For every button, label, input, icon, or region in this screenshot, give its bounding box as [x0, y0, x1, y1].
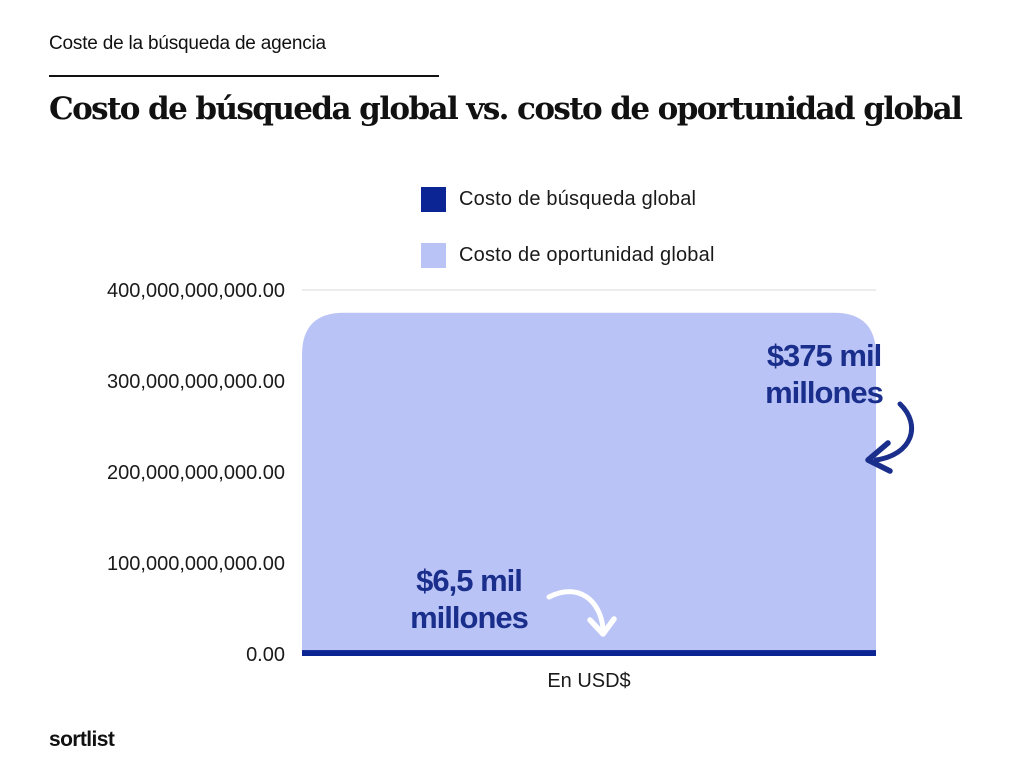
curved-arrow-down-left-icon — [865, 401, 914, 474]
annotation-opportunity-line1: $375 mil — [767, 338, 881, 373]
header-divider — [49, 75, 439, 77]
legend-item-opportunity-cost: Costo de oportunidad global — [421, 242, 715, 268]
legend-item-search-cost: Costo de búsqueda global — [421, 186, 696, 212]
legend-swatch-search-cost — [421, 186, 446, 212]
supertitle: Coste de la búsqueda de agencia — [49, 33, 326, 54]
curved-arrow-down-right-icon — [546, 589, 617, 637]
y-tick-label: 100,000,000,000.00 — [107, 553, 285, 575]
y-tick-label: 200,000,000,000.00 — [107, 462, 285, 484]
brand-logo: sortlist — [49, 728, 115, 751]
annotation-search-cost: $6,5 mil millones — [410, 563, 617, 637]
annotation-search-line1: $6,5 mil — [416, 563, 522, 598]
legend-label-opportunity-cost: Costo de oportunidad global — [459, 243, 715, 266]
annotation-search-line2: millones — [410, 600, 528, 635]
y-tick-label: 0.00 — [246, 644, 285, 666]
legend-label-search-cost: Costo de búsqueda global — [459, 187, 697, 210]
chart-title: Costo de búsqueda global vs. costo de op… — [49, 91, 963, 127]
y-axis: 0.00 100,000,000,000.00 200,000,000,000.00… — [107, 280, 285, 666]
legend-swatch-opportunity-cost — [421, 242, 446, 268]
area-opportunity-cost — [302, 312, 876, 654]
area-search-cost — [302, 650, 876, 656]
annotation-opportunity-cost: $375 mil millones — [765, 338, 914, 474]
y-tick-label: 300,000,000,000.00 — [107, 371, 285, 393]
x-axis-label: En USD$ — [547, 670, 630, 692]
y-tick-label: 400,000,000,000.00 — [107, 280, 285, 302]
annotation-opportunity-line2: millones — [765, 375, 883, 410]
